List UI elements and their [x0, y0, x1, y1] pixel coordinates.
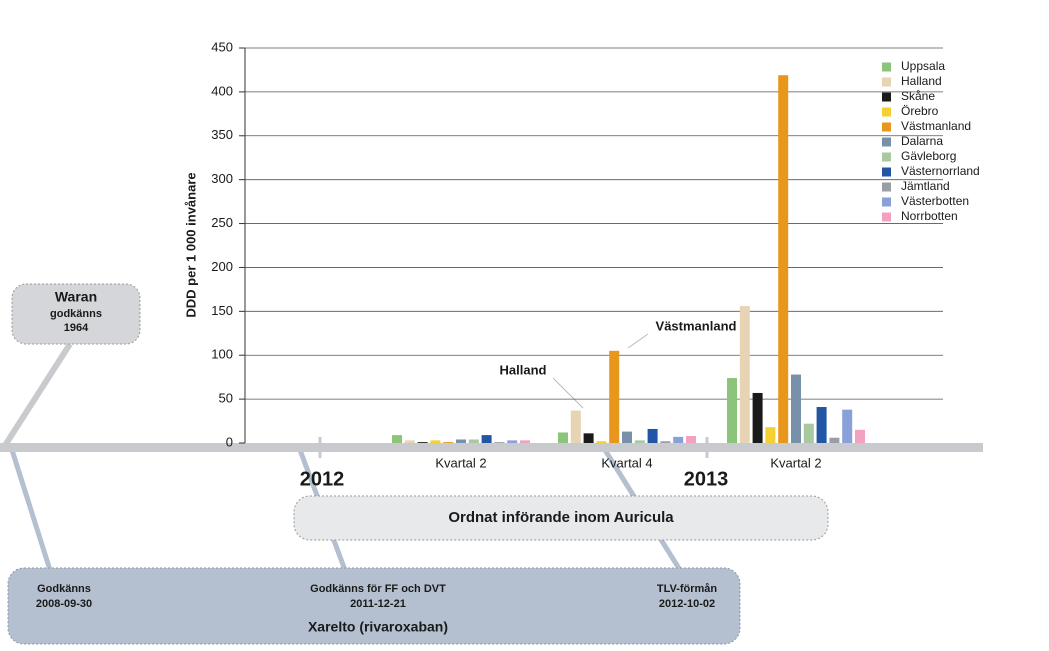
bar: [686, 435, 696, 443]
bar: [456, 439, 466, 443]
legend-swatch: [882, 182, 891, 192]
legend-swatch: [882, 122, 891, 132]
bar: [596, 441, 607, 443]
event-date: 2011-12-21: [350, 598, 406, 610]
event-date: 2008-09-30: [36, 598, 92, 610]
bar: [791, 374, 801, 443]
bar: [739, 306, 750, 443]
legend-label: Halland: [901, 74, 942, 88]
bar: [803, 423, 814, 443]
bar: [583, 433, 594, 443]
bar: [622, 431, 632, 443]
legend-label: Dalarna: [901, 134, 943, 148]
bar: [842, 409, 853, 443]
y-tick-label: 200: [211, 259, 233, 274]
auricula-text: Ordnat införande inom Auricula: [448, 509, 674, 526]
bar: [481, 435, 492, 443]
x-tick-label: Kvartal 2: [435, 455, 486, 470]
event-label: Godkänns: [37, 583, 91, 595]
leader-line: [627, 333, 649, 349]
bar: [609, 350, 620, 443]
timeline-axis: [0, 443, 983, 452]
bar: [829, 437, 840, 443]
y-tick-label: 100: [211, 347, 233, 362]
waran-box: [11, 283, 141, 345]
legend-label: Västmanland: [901, 119, 971, 133]
x-tick-label: Kvartal 4: [601, 455, 652, 470]
waran-text: 1964: [64, 322, 89, 334]
bar: [494, 442, 505, 443]
bar: [570, 410, 581, 443]
bar: [468, 439, 479, 443]
bar: [778, 75, 789, 443]
xarelto-title: Xarelto (rivaroxaban): [308, 619, 448, 635]
xarelto-box: [7, 567, 741, 645]
legend-label: Norrbotten: [901, 209, 958, 223]
waran-title: Waran: [55, 289, 97, 305]
year-label: 2012: [300, 468, 345, 490]
legend-label: Jämtland: [901, 179, 950, 193]
y-tick-label: 50: [219, 391, 233, 406]
legend-label: Uppsala: [901, 59, 945, 73]
legend-label: Gävleborg: [901, 149, 956, 163]
x-tick-label: Kvartal 2: [770, 455, 821, 470]
legend-swatch: [882, 107, 891, 117]
legend-swatch: [882, 62, 891, 72]
bar: [634, 440, 645, 443]
waran-text: godkänns: [50, 308, 102, 320]
legend-swatch: [882, 137, 891, 147]
legend-label: Skåne: [901, 89, 935, 103]
annotation: Västmanland: [656, 318, 737, 333]
bar: [752, 392, 763, 443]
annotation: Halland: [500, 362, 547, 377]
bar: [855, 429, 865, 443]
legend-label: Örebro: [901, 104, 939, 118]
y-tick-label: 0: [226, 434, 233, 449]
legend-swatch: [882, 92, 891, 102]
event-date: 2012-10-02: [659, 598, 715, 610]
y-tick-label: 400: [211, 83, 233, 98]
legend-swatch: [882, 77, 891, 87]
event-label: TLV-förmån: [657, 583, 718, 595]
bar: [816, 407, 827, 443]
bar: [417, 442, 428, 443]
bar: [727, 378, 737, 443]
y-tick-label: 150: [211, 303, 233, 318]
auricula-box: [293, 495, 829, 541]
event-label: Godkänns för FF och DVT: [310, 583, 446, 595]
bar: [558, 432, 568, 443]
bar: [404, 440, 415, 443]
legend-swatch: [882, 167, 891, 177]
bar: [647, 428, 658, 443]
year-label: 2013: [684, 468, 729, 490]
y-tick-label: 450: [211, 39, 233, 54]
connector: [9, 449, 53, 571]
legend-label: Västerbotten: [901, 194, 969, 208]
bar: [660, 441, 671, 443]
legend-swatch: [882, 197, 891, 207]
bar: [443, 442, 454, 443]
bar: [520, 440, 530, 443]
connector: [1, 342, 73, 449]
leader-line: [552, 377, 584, 409]
bar: [430, 440, 441, 443]
bar: [392, 435, 402, 443]
legend-label: Västernorrland: [901, 164, 980, 178]
legend-swatch: [882, 212, 891, 222]
bar: [507, 440, 518, 443]
y-tick-label: 300: [211, 171, 233, 186]
bar: [673, 436, 684, 443]
y-tick-label: 350: [211, 127, 233, 142]
bar: [765, 427, 776, 443]
legend-swatch: [882, 152, 891, 162]
y-tick-label: 250: [211, 215, 233, 230]
y-axis-label: DDD per 1 000 invånare: [183, 172, 198, 317]
